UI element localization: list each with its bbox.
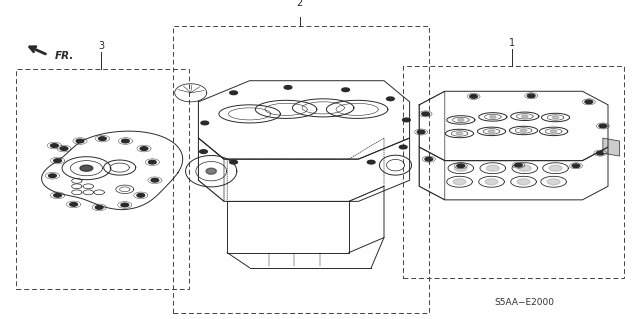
Polygon shape bbox=[518, 165, 531, 171]
Polygon shape bbox=[76, 139, 84, 143]
Polygon shape bbox=[367, 160, 375, 164]
Polygon shape bbox=[200, 150, 207, 153]
Polygon shape bbox=[456, 132, 463, 135]
Bar bbox=[173, 26, 429, 313]
Polygon shape bbox=[122, 139, 129, 143]
Polygon shape bbox=[572, 164, 580, 167]
Polygon shape bbox=[599, 124, 607, 128]
Polygon shape bbox=[54, 194, 61, 197]
Polygon shape bbox=[490, 115, 496, 118]
Polygon shape bbox=[596, 151, 604, 155]
Polygon shape bbox=[148, 160, 156, 164]
Polygon shape bbox=[520, 129, 527, 132]
Text: FR.: FR. bbox=[54, 51, 74, 61]
Polygon shape bbox=[342, 88, 349, 92]
Polygon shape bbox=[60, 147, 68, 150]
Bar bbox=[403, 66, 624, 278]
Polygon shape bbox=[201, 121, 209, 125]
Polygon shape bbox=[425, 157, 433, 161]
Polygon shape bbox=[453, 179, 466, 185]
Text: 1: 1 bbox=[509, 38, 515, 48]
Polygon shape bbox=[488, 130, 495, 133]
Polygon shape bbox=[470, 95, 477, 98]
Polygon shape bbox=[284, 85, 292, 89]
Polygon shape bbox=[527, 94, 535, 98]
Polygon shape bbox=[550, 130, 557, 133]
Text: 3: 3 bbox=[98, 41, 104, 50]
Polygon shape bbox=[49, 174, 56, 178]
Polygon shape bbox=[140, 147, 148, 150]
Polygon shape bbox=[230, 91, 237, 95]
Polygon shape bbox=[522, 115, 528, 118]
Polygon shape bbox=[230, 160, 237, 164]
Bar bbox=[16, 69, 189, 289]
Polygon shape bbox=[485, 179, 498, 185]
Polygon shape bbox=[454, 165, 467, 171]
Polygon shape bbox=[403, 118, 410, 122]
Polygon shape bbox=[137, 194, 145, 197]
Polygon shape bbox=[547, 179, 560, 185]
Polygon shape bbox=[95, 205, 103, 209]
Polygon shape bbox=[80, 165, 93, 171]
Polygon shape bbox=[99, 137, 106, 140]
Polygon shape bbox=[417, 130, 425, 134]
Polygon shape bbox=[206, 168, 216, 174]
Polygon shape bbox=[51, 144, 58, 147]
Polygon shape bbox=[121, 203, 129, 207]
Polygon shape bbox=[603, 138, 620, 156]
Polygon shape bbox=[151, 178, 159, 182]
Polygon shape bbox=[458, 118, 464, 122]
Polygon shape bbox=[549, 165, 562, 171]
Text: 2: 2 bbox=[296, 0, 303, 8]
Polygon shape bbox=[552, 116, 559, 119]
Polygon shape bbox=[486, 165, 499, 171]
Polygon shape bbox=[457, 164, 465, 167]
Polygon shape bbox=[70, 203, 77, 206]
Polygon shape bbox=[399, 145, 407, 149]
Polygon shape bbox=[515, 163, 522, 167]
Text: S5AA−E2000: S5AA−E2000 bbox=[495, 298, 555, 307]
Polygon shape bbox=[387, 97, 394, 100]
Polygon shape bbox=[54, 159, 61, 162]
Polygon shape bbox=[422, 112, 429, 116]
Polygon shape bbox=[517, 179, 530, 185]
Polygon shape bbox=[585, 100, 593, 104]
